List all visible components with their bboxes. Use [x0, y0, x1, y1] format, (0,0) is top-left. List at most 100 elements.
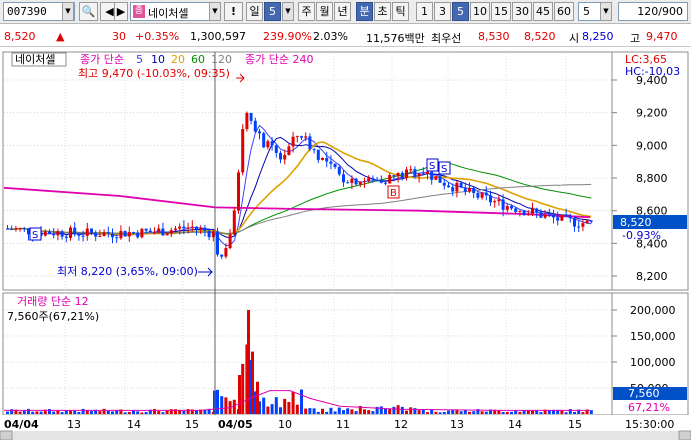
candle-body: [253, 120, 257, 132]
scroll-left-button[interactable]: [0, 430, 13, 440]
candle-body: [258, 131, 261, 134]
ma-5-label: 5: [136, 53, 143, 66]
candle-body: [413, 169, 417, 177]
volume-bar: [148, 409, 152, 414]
candle-body: [543, 214, 547, 218]
svg-text:S: S: [32, 230, 38, 241]
candle-body: [518, 210, 522, 213]
scroll-right-button[interactable]: [678, 430, 691, 440]
candle-body: [291, 136, 295, 147]
volume-bar: [363, 409, 366, 414]
candle-body: [22, 228, 26, 230]
unit-week-button[interactable]: 주: [298, 2, 315, 21]
code-dropdown-icon[interactable]: ▼: [62, 2, 74, 21]
current-price-label: 8,520: [620, 216, 652, 229]
period-60-button[interactable]: 60: [554, 2, 574, 21]
unit-month-button[interactable]: 월: [316, 2, 333, 21]
candle-body: [60, 231, 64, 237]
candle-body: [73, 227, 77, 234]
candle-body: [182, 226, 186, 229]
volume-bar: [358, 405, 362, 414]
volume-bar: [447, 410, 450, 414]
volume-bar: [388, 408, 392, 414]
volume-bar: [531, 410, 534, 414]
svg-text:S: S: [441, 164, 447, 175]
volume-bar: [174, 409, 177, 414]
candle-body: [568, 215, 572, 219]
current-price-box: [613, 215, 687, 229]
candle-body: [535, 208, 539, 213]
name-dropdown-icon[interactable]: ▼: [209, 2, 221, 21]
candle-body: [430, 171, 434, 180]
price-change-pct: +0.35%: [135, 30, 180, 43]
ma-120-label: 120: [211, 53, 232, 66]
unit-day-button[interactable]: 일: [246, 2, 263, 21]
time-axis-label: 13: [450, 418, 464, 431]
period-5-button[interactable]: 5: [452, 2, 469, 21]
volume-panel: [2, 292, 613, 416]
vertical-grid-lines: [64, 53, 567, 414]
volume-bar: [106, 410, 110, 414]
unit-minute-button[interactable]: 분: [356, 2, 373, 21]
price-tick-label: 8,600: [636, 205, 668, 218]
stock-code-input[interactable]: 007390: [3, 2, 75, 21]
price-tick-label: 8,800: [636, 172, 668, 185]
volume-bar: [27, 408, 30, 414]
candlesticks: [6, 111, 593, 260]
stock-name-field[interactable]: 종 네이처셀: [130, 2, 220, 21]
candle-body: [220, 254, 224, 257]
unit-year-button[interactable]: 년: [334, 2, 351, 21]
candle-body: [501, 199, 505, 210]
next-arrow-icon[interactable]: ▶: [114, 2, 128, 21]
period-10-button[interactable]: 10: [470, 2, 490, 21]
candle-body: [522, 210, 526, 216]
candle-body: [409, 169, 413, 171]
unit-5day-button[interactable]: 5: [264, 2, 281, 21]
search-icon[interactable]: 🔍: [79, 2, 98, 21]
candle-body: [207, 230, 211, 238]
unit-tick-button[interactable]: 틱: [392, 2, 409, 21]
minute-dropdown-icon[interactable]: ▼: [600, 2, 612, 21]
price-tick-labels: 9,400 9,200 9,000 8,800 8,600 8,400 8,200: [612, 74, 668, 283]
display-count-input[interactable]: 120/900: [618, 2, 688, 21]
volume-bar: [64, 410, 68, 414]
chart-area[interactable]: 네이처셀 종가 단순 5 10 20 60 120 종가 단순 240 최고 9…: [0, 48, 691, 440]
candle-body: [363, 180, 366, 183]
volume-bar: [6, 411, 9, 414]
volume-bar: [568, 409, 572, 414]
volume-bar: [43, 409, 47, 414]
volume-bar: [123, 412, 127, 414]
stock-chart[interactable]: 네이처셀 종가 단순 5 10 20 60 120 종가 단순 240 최고 9…: [0, 48, 691, 440]
alert-icon[interactable]: !: [224, 2, 243, 21]
period-3-button[interactable]: 3: [434, 2, 451, 21]
unit-dropdown-icon[interactable]: ▼: [282, 2, 294, 21]
volume-bar: [60, 412, 64, 414]
candle-body: [43, 231, 47, 236]
chart-scrollbar[interactable]: [0, 431, 691, 440]
volume-bar: [18, 411, 22, 414]
candle-body: [451, 187, 455, 192]
volume-bar: [489, 409, 492, 414]
volume-tick-label: 200,000: [630, 304, 676, 317]
period-1-button[interactable]: 1: [416, 2, 433, 21]
price-tick-label: 8,200: [636, 270, 668, 283]
candle-body: [165, 233, 169, 236]
candle-body: [211, 231, 215, 238]
high-price: 9,470: [646, 30, 678, 43]
candle-body: [342, 174, 345, 183]
period-15-button[interactable]: 15: [491, 2, 511, 21]
volume-bar: [518, 411, 522, 414]
period-45-button[interactable]: 45: [533, 2, 553, 21]
volume-bar: [161, 412, 165, 414]
volume-bar: [379, 406, 383, 414]
volume-bar: [585, 409, 589, 414]
volume-bar: [577, 409, 581, 414]
unit-second-button[interactable]: 초: [374, 2, 391, 21]
volume-bar: [400, 406, 404, 414]
candle-body: [90, 228, 93, 233]
volume-bar: [417, 410, 421, 414]
ask-price: 8,530: [478, 30, 510, 43]
volume-bar: [287, 401, 291, 414]
volume-bar: [56, 410, 60, 414]
period-30-button[interactable]: 30: [512, 2, 532, 21]
